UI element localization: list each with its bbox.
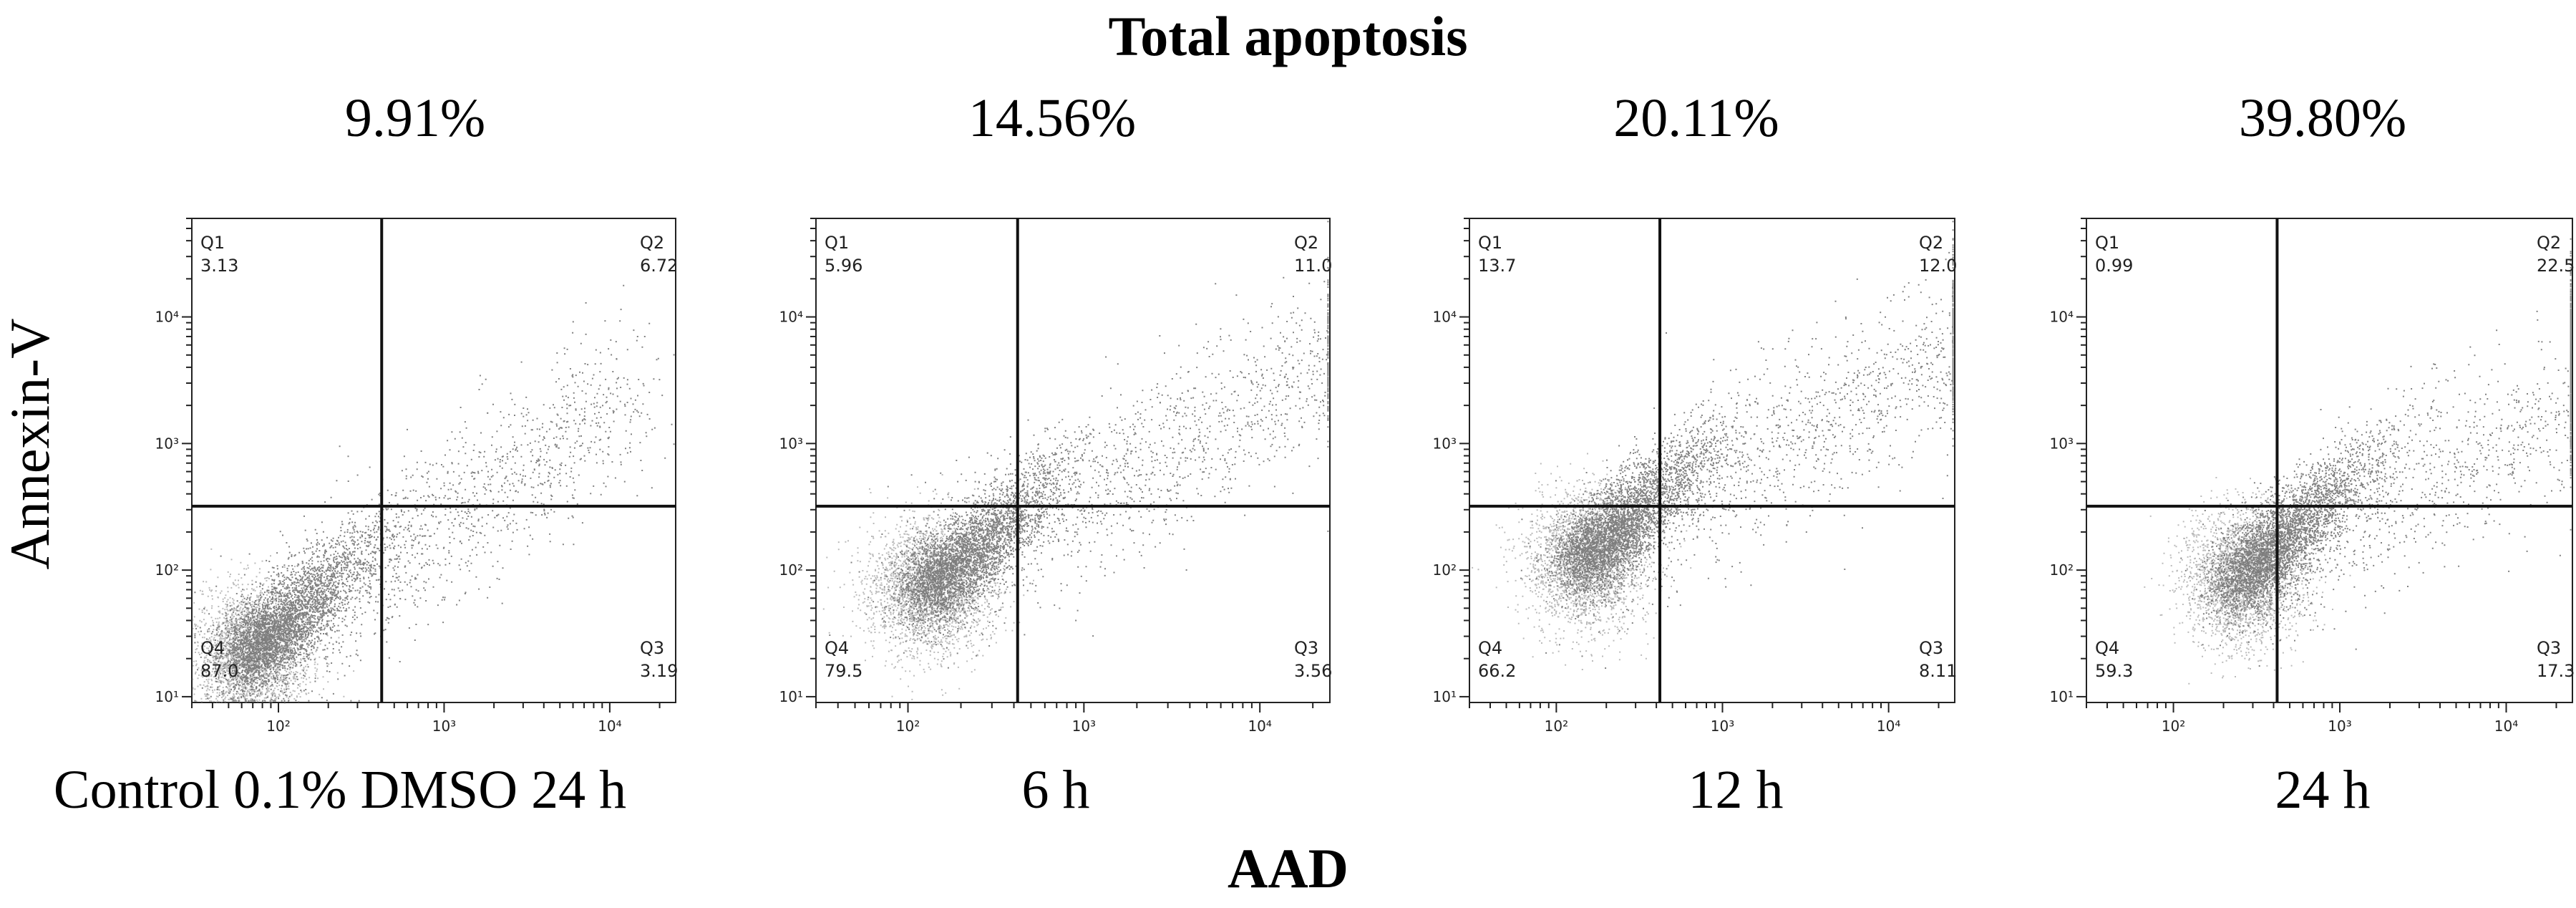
x-tick-label: 10³ <box>432 718 456 735</box>
quadrant-value-q3: 8.11 <box>1919 661 1957 681</box>
x-tick-label: 10² <box>1545 718 1568 735</box>
quadrant-value-q1: 5.96 <box>825 256 862 276</box>
x-tick-label: 10⁴ <box>1877 718 1900 735</box>
y-tick-label: 10⁴ <box>1433 309 1457 326</box>
quadrant-value-q4: 59.3 <box>2095 661 2133 681</box>
quadrant-name-q3: Q3 <box>1294 638 1318 658</box>
quadrant-value-q2: 22.5 <box>2537 256 2575 276</box>
quadrant-name-q4: Q4 <box>1478 638 1502 658</box>
quadrant-name-q4: Q4 <box>825 638 849 658</box>
quadrant-value-q4: 66.2 <box>1478 661 1516 681</box>
event-dots <box>1472 221 1954 670</box>
quadrant-name-q2: Q2 <box>2537 233 2561 253</box>
x-tick-label: 10³ <box>1072 718 1096 735</box>
total-apoptosis-control: 9.91% <box>344 88 486 148</box>
quadrant-value-q1: 0.99 <box>2095 256 2133 276</box>
plot-panel-2: 10² 10³ 10⁴ 10¹ 10² 10³ 10⁴ Q1 5.96 Q2 11.0 Q3 3.56 Q… <box>779 218 1332 735</box>
y-tick-label: 10¹ <box>1433 688 1457 705</box>
x-tick-label: 10² <box>896 718 920 735</box>
quadrant-value-q3: 17.3 <box>2537 661 2575 681</box>
y-tick-label: 10³ <box>1433 435 1457 452</box>
plot-panel-3: 10² 10³ 10⁴ 10¹ 10² 10³ 10⁴ Q1 13.7 Q2 12.0 Q3 8.11 Q… <box>1433 218 1957 735</box>
quadrant-name-q1: Q1 <box>2095 233 2119 253</box>
plot-frame <box>2086 218 2573 703</box>
plot-panel-4: 10² 10³ 10⁴ 10¹ 10² 10³ 10⁴ Q1 0.99 Q2 22.5 Q3 17.3 Q… <box>2050 218 2575 735</box>
y-tick-label: 10² <box>155 561 179 579</box>
y-tick-label: 10² <box>779 561 803 579</box>
quadrant-value-q1: 3.13 <box>200 256 238 276</box>
quadrant-value-q2: 11.0 <box>1294 256 1332 276</box>
quadrant-name-q4: Q4 <box>200 638 225 658</box>
quadrant-value-q1: 13.7 <box>1478 256 1516 276</box>
y-tick-label: 10² <box>2050 561 2074 579</box>
y-tick-label: 10³ <box>155 435 179 452</box>
y-tick-label: 10⁴ <box>2050 309 2074 326</box>
x-tick-label: 10⁴ <box>598 718 621 735</box>
quadrant-name-q4: Q4 <box>2095 638 2119 658</box>
y-tick-label: 10¹ <box>155 688 179 705</box>
plot-frame <box>815 218 1331 703</box>
x-tick-label: 10⁴ <box>1248 718 1271 735</box>
y-tick-label: 10² <box>1433 561 1457 579</box>
quadrant-name-q2: Q2 <box>640 233 664 253</box>
quadrant-name-q3: Q3 <box>1919 638 1943 658</box>
total-apoptosis-12h: 20.11% <box>1613 88 1779 148</box>
plot-panel-1: 10² 10³ 10⁴ 10¹ 10² 10³ 10⁴ Q1 3.13 Q2 6.72 Q3 3.19 Q… <box>155 218 678 735</box>
condition-label-24h: 24 h <box>2275 760 2371 820</box>
condition-label-6h: 6 h <box>1021 760 1090 820</box>
quadrant-name-q1: Q1 <box>825 233 849 253</box>
x-axis-title: AAD <box>1228 837 1348 899</box>
figure-title: Total apoptosis <box>1108 5 1468 67</box>
quadrant-name-q3: Q3 <box>640 638 664 658</box>
condition-label-control: Control 0.1% DMSO 24 h <box>53 760 627 820</box>
quadrant-value-q4: 87.0 <box>200 661 238 681</box>
quadrant-value-q3: 3.19 <box>640 661 678 681</box>
y-tick-label: 10¹ <box>2050 688 2074 705</box>
y-tick-label: 10¹ <box>779 688 803 705</box>
quadrant-name-q1: Q1 <box>1478 233 1502 253</box>
x-tick-label: 10² <box>266 718 290 735</box>
x-tick-label: 10³ <box>1711 718 1734 735</box>
x-tick-label: 10³ <box>2328 718 2351 735</box>
quadrant-value-q2: 12.0 <box>1919 256 1957 276</box>
event-dots <box>192 284 675 704</box>
quadrant-name-q1: Q1 <box>200 233 225 253</box>
quadrant-name-q3: Q3 <box>2537 638 2561 658</box>
quadrant-name-q2: Q2 <box>1919 233 1943 253</box>
quadrant-value-q2: 6.72 <box>640 256 678 276</box>
x-tick-label: 10⁴ <box>2494 718 2518 735</box>
y-tick-label: 10⁴ <box>155 309 179 326</box>
condition-label-12h: 12 h <box>1688 760 1784 820</box>
y-tick-label: 10³ <box>2050 435 2074 452</box>
total-apoptosis-24h: 39.80% <box>2238 88 2407 148</box>
quadrant-value-q3: 3.56 <box>1294 661 1332 681</box>
quadrant-name-q2: Q2 <box>1294 233 1318 253</box>
x-tick-label: 10² <box>2162 718 2185 735</box>
y-tick-label: 10⁴ <box>779 309 803 326</box>
event-dots <box>822 221 1329 700</box>
quadrant-value-q4: 79.5 <box>825 661 862 681</box>
total-apoptosis-6h: 14.56% <box>968 88 1137 148</box>
y-tick-label: 10³ <box>779 435 803 452</box>
